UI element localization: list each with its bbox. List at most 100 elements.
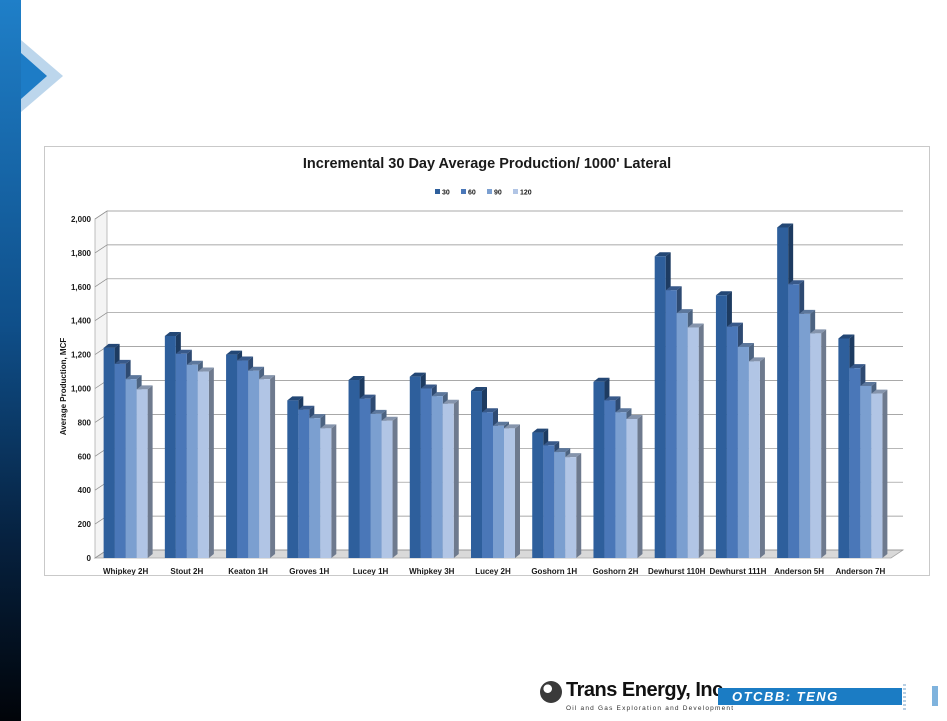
bar	[676, 313, 688, 558]
legend-label: 30	[442, 190, 450, 197]
bar-side	[698, 323, 704, 558]
bar	[565, 457, 577, 558]
bar-top	[554, 448, 571, 453]
bar	[737, 346, 749, 558]
bar-top	[370, 409, 387, 414]
gridline-depth	[94, 244, 108, 254]
bar-top	[860, 381, 877, 386]
bar	[136, 389, 148, 558]
bar	[687, 327, 699, 558]
company-logo: Trans Energy, Inc. Oil and Gas Explorati…	[538, 679, 733, 715]
logo-tagline: Oil and Gas Exploration and Development	[566, 705, 735, 712]
bar	[543, 445, 555, 558]
bar-side	[331, 424, 337, 558]
x-tick-label: Stout 2H	[170, 567, 203, 575]
bar	[654, 256, 666, 558]
bar	[726, 326, 738, 558]
bar	[287, 400, 299, 558]
bar-top	[164, 331, 181, 336]
bar	[431, 396, 443, 558]
bar-top	[320, 424, 337, 429]
bar	[175, 353, 187, 558]
bar-top	[248, 366, 265, 371]
bar-top	[788, 280, 805, 285]
bar-side	[759, 357, 765, 558]
ticker-text: OTCBB: TENG	[732, 689, 839, 704]
bar-top	[715, 291, 732, 296]
bar	[370, 413, 382, 558]
bar	[665, 290, 677, 558]
y-tick-label: 1,800	[71, 249, 92, 258]
bar-side	[637, 415, 643, 558]
y-tick-label: 1,400	[71, 317, 92, 326]
bar-top	[654, 252, 671, 257]
bar	[359, 398, 371, 558]
y-axis-label: Average Production, MCF	[59, 338, 68, 436]
bar	[482, 412, 493, 558]
y-tick-label: 1,000	[71, 385, 92, 394]
bar-top	[810, 329, 827, 334]
bar-top	[409, 372, 426, 377]
bar-top	[287, 396, 304, 401]
bar-top	[348, 376, 365, 381]
bar	[103, 347, 115, 558]
bar-side	[882, 389, 888, 558]
globe-icon	[540, 681, 562, 703]
gridline-depth	[94, 312, 108, 321]
bar-top	[226, 350, 243, 355]
bar-top	[504, 424, 520, 429]
legend-label: 90	[494, 190, 502, 197]
bar-top	[114, 359, 131, 364]
bar	[799, 313, 811, 558]
bar-top	[309, 414, 326, 419]
legend-label: 60	[468, 190, 476, 197]
bar-top	[420, 384, 437, 389]
bar-top	[237, 356, 254, 361]
bar-top	[103, 343, 120, 348]
bar-side	[147, 385, 153, 558]
y-tick-label: 400	[78, 486, 92, 495]
logo-name: Trans Energy, Inc.	[566, 679, 728, 701]
bar	[164, 335, 176, 558]
y-tick-label: 1,200	[71, 351, 92, 360]
x-tick-label: Groves 1H	[289, 567, 329, 575]
gridline-depth	[94, 210, 108, 220]
bar	[626, 419, 638, 558]
bar-top	[493, 421, 509, 426]
x-tick-label: Dewhurst 111H	[709, 567, 766, 575]
bar	[871, 393, 883, 558]
bar	[810, 333, 822, 558]
bar	[838, 338, 850, 558]
bar	[348, 380, 360, 558]
bar-top	[748, 357, 765, 362]
gridline-depth	[94, 278, 108, 288]
bar	[715, 295, 727, 558]
bar-top	[136, 385, 153, 390]
bar-top	[626, 415, 643, 420]
bar	[532, 432, 544, 558]
x-tick-label: Whipkey 2H	[103, 567, 149, 575]
bar	[504, 428, 515, 558]
bar	[860, 385, 872, 558]
bar	[298, 409, 310, 558]
bar-top	[687, 323, 704, 328]
bar	[420, 388, 432, 558]
x-tick-label: Lucey 2H	[475, 567, 511, 575]
legend-swatch	[513, 189, 518, 194]
x-tick-label: Goshorn 1H	[531, 567, 577, 575]
bar-top	[431, 392, 448, 397]
bar	[381, 420, 393, 558]
bar-top	[298, 405, 315, 410]
x-tick-label: Dewhurst 110H	[648, 567, 706, 575]
bar-top	[799, 309, 816, 314]
bar-top	[604, 396, 621, 401]
bar-side	[453, 399, 459, 558]
corner-accent	[932, 686, 938, 706]
bar	[777, 227, 789, 558]
dotted-divider	[903, 684, 906, 710]
bar	[237, 360, 249, 558]
legend-swatch	[461, 189, 466, 194]
bar-top	[175, 349, 192, 354]
bar-top	[665, 286, 682, 291]
bar-chart: 0 200 400 600 800 1,000 1,200 1,400 1,600 1,800 2,…	[59, 189, 905, 575]
